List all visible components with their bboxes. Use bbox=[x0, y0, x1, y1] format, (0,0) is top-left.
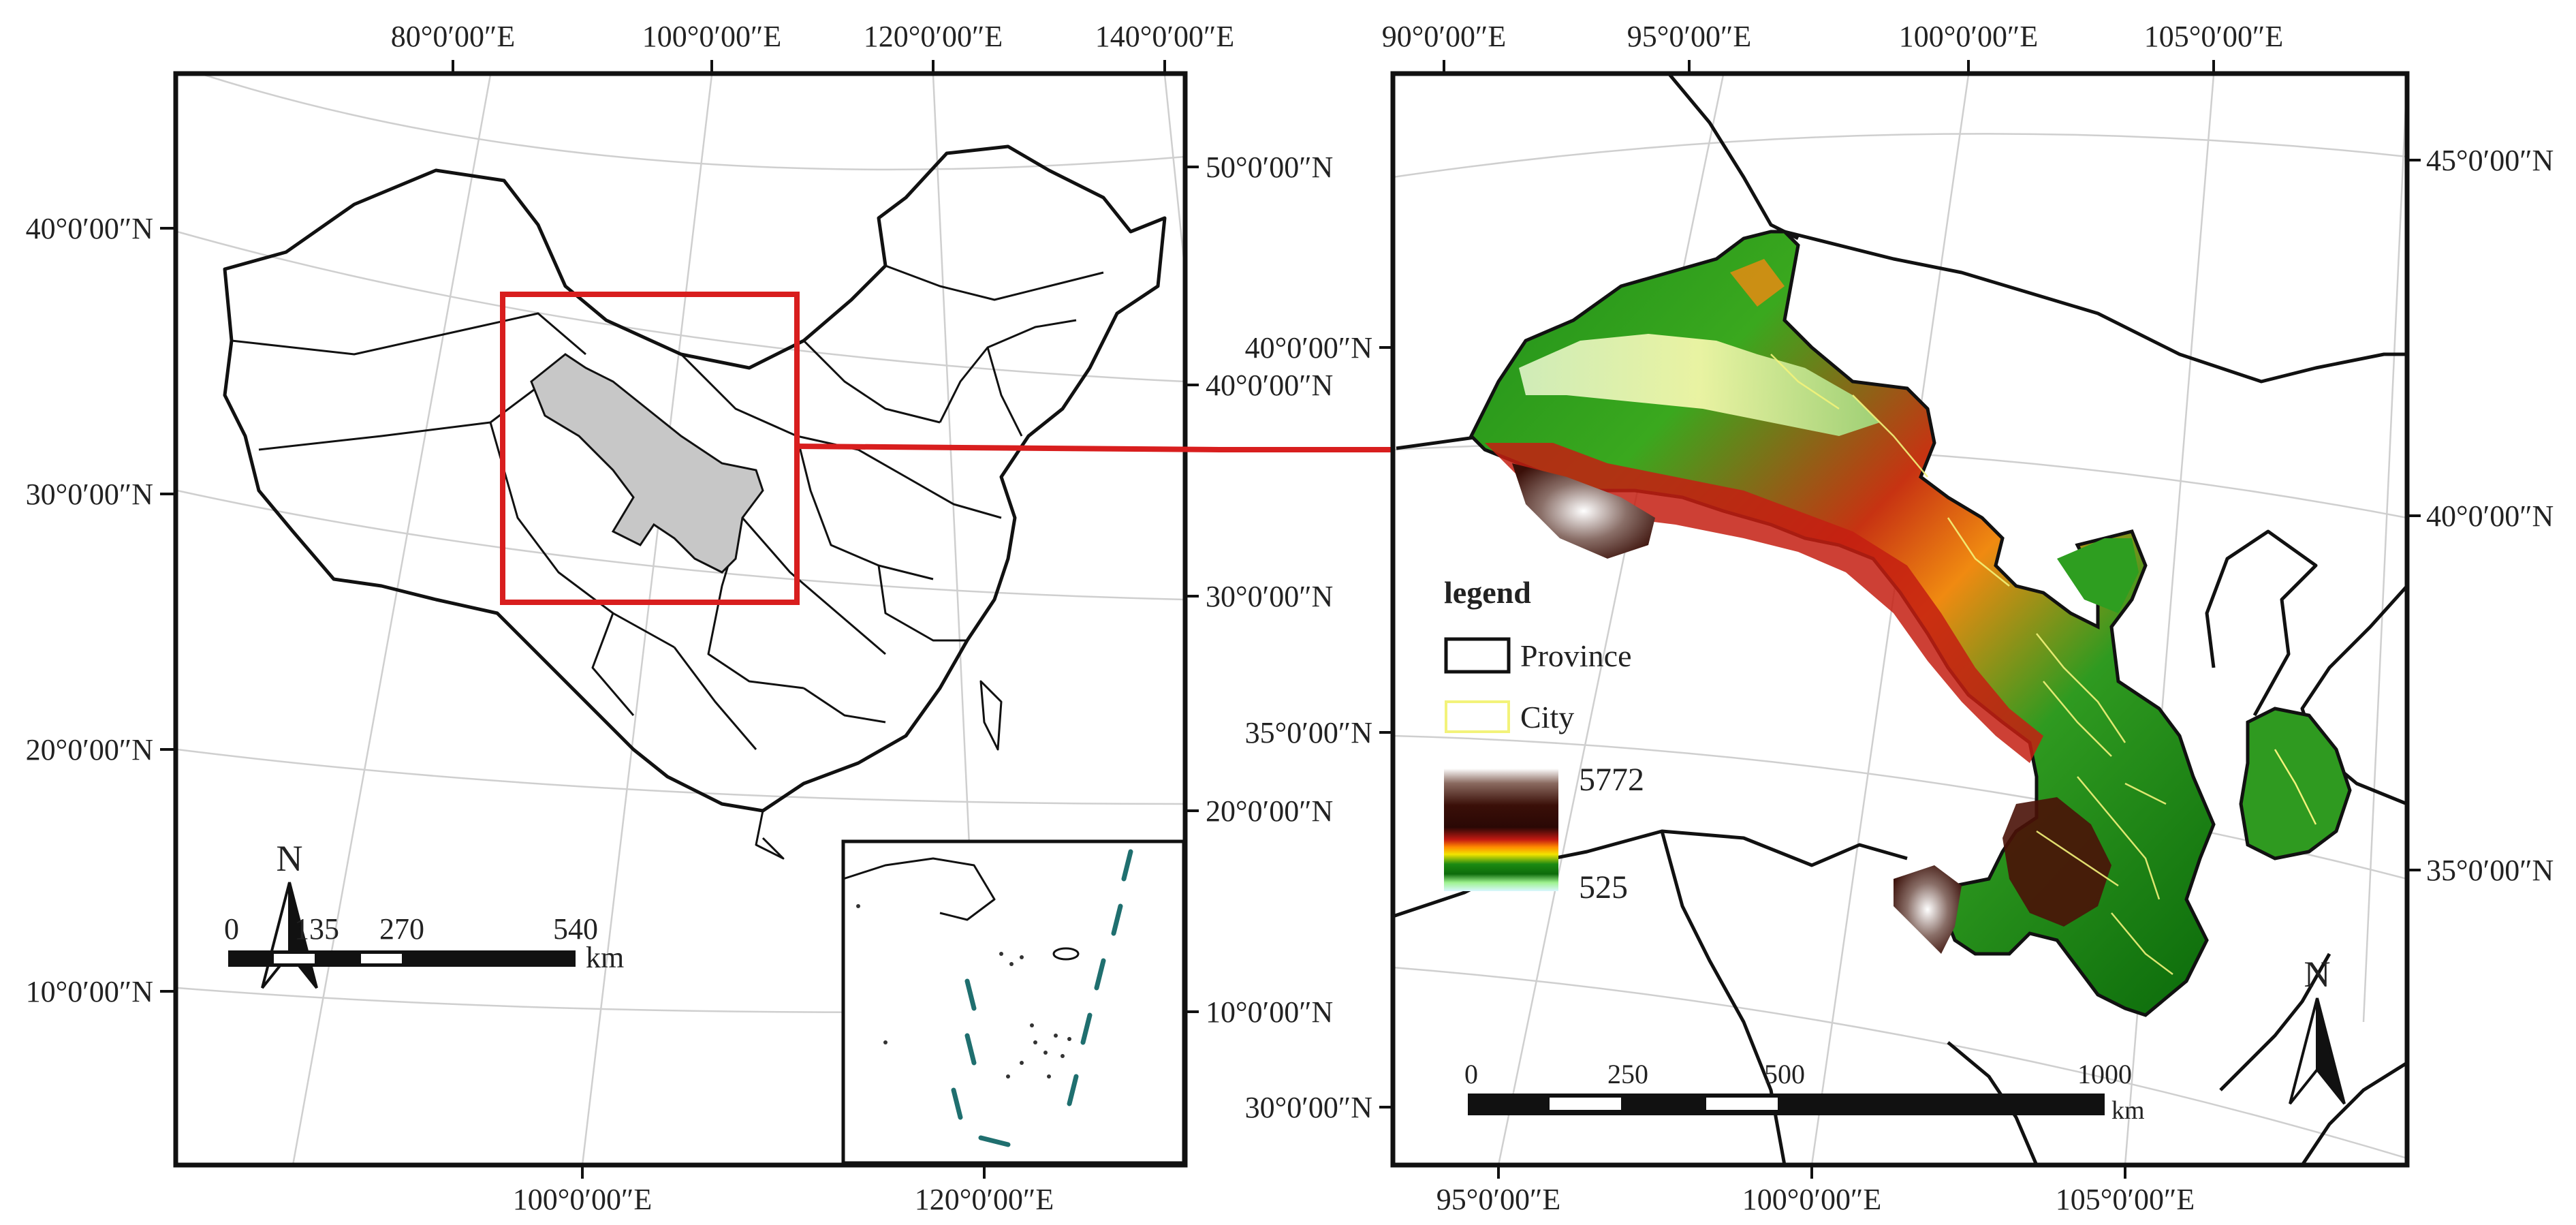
left-right-side-ticks: 50°0′00″N 40°0′00″N 30°0′00″N 20°0′00″N … bbox=[1185, 151, 1333, 1029]
right-right-side-ticks: 45°0′00″N 40°0′00″N 35°0′00″N bbox=[2407, 144, 2554, 887]
right-scale-3: 1000 bbox=[2077, 1059, 2132, 1089]
right-scale-unit: km bbox=[2111, 1096, 2145, 1125]
left-right-lat-0: 50°0′00″N bbox=[1206, 151, 1333, 184]
right-bottom-ticks: 95°0′00″E 100°0′00″E 105°0′00″E bbox=[1436, 1165, 2195, 1216]
right-map-panel: legend Province City 5772 525 N 0 250 50… bbox=[1245, 20, 2554, 1216]
left-right-lat-4: 10°0′00″N bbox=[1206, 995, 1333, 1029]
left-scale-bar: 0 135 270 540 km bbox=[224, 912, 624, 974]
legend-province-swatch bbox=[1444, 637, 1511, 674]
right-top-lon-1: 95°0′00″E bbox=[1627, 20, 1751, 53]
left-graticule bbox=[176, 74, 1185, 1165]
right-top-lon-3: 105°0′00″E bbox=[2144, 20, 2283, 53]
right-north-arrow: N bbox=[2289, 954, 2346, 1105]
china-province-boundaries bbox=[223, 144, 1167, 860]
right-right-lat-0: 45°0′00″N bbox=[2426, 144, 2554, 177]
left-lat-0: 40°0′00″N bbox=[26, 212, 153, 245]
legend-elevation-min: 525 bbox=[1579, 869, 1628, 905]
left-map-frame bbox=[173, 71, 1188, 1168]
left-top-lon-3: 140°0′00″E bbox=[1095, 20, 1234, 53]
legend-province-label: Province bbox=[1520, 638, 1632, 673]
right-top-ticks: 90°0′00″E 95°0′00″E 100°0′00″E 105°0′00″… bbox=[1382, 20, 2283, 74]
left-bottom-ticks: 100°0′00″E 120°0′00″E bbox=[513, 1165, 1054, 1216]
left-top-lon-1: 100°0′00″E bbox=[642, 20, 781, 53]
right-scale-2: 500 bbox=[1764, 1059, 1805, 1089]
legend-elevation-max: 5772 bbox=[1579, 762, 1644, 798]
right-bottom-lon-0: 95°0′00″E bbox=[1436, 1183, 1560, 1216]
right-right-lat-2: 35°0′00″N bbox=[2426, 854, 2554, 887]
legend-city-label: City bbox=[1520, 700, 1574, 734]
right-left-side-ticks: 40°0′00″N 35°0′00″N 30°0′00″N bbox=[1245, 331, 1393, 1124]
left-right-lat-3: 20°0′00″N bbox=[1206, 794, 1333, 828]
right-left-lat-2: 30°0′00″N bbox=[1245, 1091, 1372, 1124]
legend-elevation-ramp bbox=[1444, 769, 1558, 891]
left-scale-2: 270 bbox=[379, 912, 424, 946]
left-bottom-lon-0: 100°0′00″E bbox=[513, 1183, 652, 1216]
right-scale-0: 0 bbox=[1464, 1059, 1478, 1089]
connector-line bbox=[796, 444, 1393, 452]
legend: legend Province City 5772 525 bbox=[1444, 575, 1644, 905]
left-map-panel: N 0 135 270 540 km 80°0′00″E 100°0′00″E … bbox=[26, 20, 1334, 1216]
left-top-lon-2: 120°0′00″E bbox=[864, 20, 1003, 53]
south-china-sea-inset bbox=[841, 839, 1186, 1165]
left-top-lon-0: 80°0′00″E bbox=[391, 20, 515, 53]
left-north-label: N bbox=[277, 838, 303, 879]
right-north-label: N bbox=[2304, 954, 2331, 995]
right-top-lon-2: 100°0′00″E bbox=[1899, 20, 2038, 53]
left-scale-0: 0 bbox=[224, 912, 239, 946]
legend-city-swatch bbox=[1445, 700, 1510, 733]
dem-study-area bbox=[1468, 230, 2352, 1017]
right-map-frame bbox=[1390, 71, 2410, 1168]
study-area-highlight bbox=[530, 353, 764, 574]
right-left-lat-1: 35°0′00″N bbox=[1245, 716, 1372, 749]
right-right-lat-1: 40°0′00″N bbox=[2426, 499, 2554, 533]
left-lat-3: 10°0′00″N bbox=[26, 975, 153, 1008]
right-bottom-lon-2: 105°0′00″E bbox=[2056, 1183, 2195, 1216]
left-right-lat-1: 40°0′00″N bbox=[1206, 369, 1333, 402]
left-scale-unit: km bbox=[586, 941, 624, 974]
left-scale-3: 540 bbox=[553, 912, 598, 946]
left-lat-2: 20°0′00″N bbox=[26, 733, 153, 766]
left-side-ticks: 40°0′00″N 30°0′00″N 20°0′00″N 10°0′00″N bbox=[26, 212, 176, 1008]
left-right-lat-2: 30°0′00″N bbox=[1206, 580, 1333, 613]
left-bottom-lon-1: 120°0′00″E bbox=[915, 1183, 1054, 1216]
left-scale-1: 135 bbox=[294, 912, 339, 946]
right-bottom-lon-1: 100°0′00″E bbox=[1742, 1183, 1881, 1216]
right-left-lat-0: 40°0′00″N bbox=[1245, 331, 1372, 365]
left-top-ticks: 80°0′00″E 100°0′00″E 120°0′00″E 140°0′00… bbox=[391, 20, 1234, 74]
legend-title: legend bbox=[1444, 575, 1531, 610]
right-scale-bar: 0 250 500 1000 km bbox=[1464, 1059, 2145, 1125]
right-scale-1: 250 bbox=[1607, 1059, 1648, 1089]
right-top-lon-0: 90°0′00″E bbox=[1382, 20, 1506, 53]
left-lat-1: 30°0′00″N bbox=[26, 478, 153, 511]
